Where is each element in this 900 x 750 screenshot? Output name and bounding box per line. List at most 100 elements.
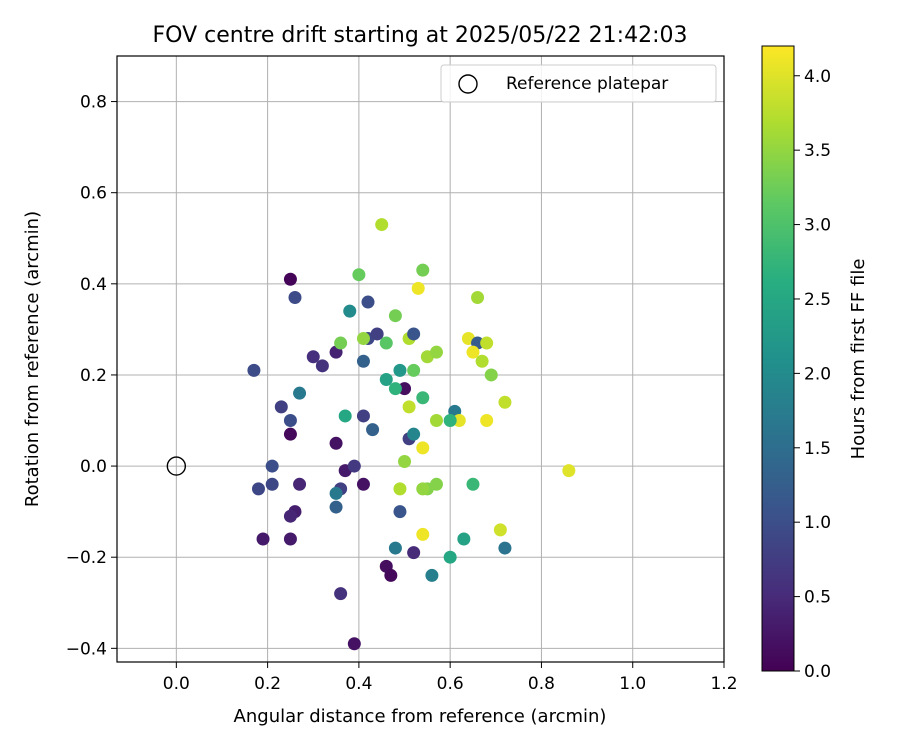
scatter-point [329,486,343,500]
colorbar-tick-label: 1.0 [804,513,831,533]
scatter-point [356,331,370,345]
scatter-point [498,541,512,555]
scatter-point [457,532,471,546]
colorbar-tick-label: 2.5 [804,290,831,310]
scatter-point [283,414,297,428]
scatter-point [288,290,302,304]
scatter-point [475,354,489,368]
scatter-point [379,373,393,387]
scatter-point [356,477,370,491]
scatter-point [452,414,466,428]
scatter-point [398,455,412,469]
scatter-point [480,414,494,428]
legend-box [440,64,717,103]
y-tick-label: 0.0 [80,457,107,477]
scatter-point [429,345,443,359]
scatter-points [247,218,576,651]
legend: Reference platepar [440,64,717,103]
colorbar-tick-label: 0.5 [804,588,831,608]
scatter-point [352,268,366,282]
scatter-point [361,295,375,309]
scatter-point [416,527,430,541]
scatter-point [416,482,430,496]
scatter-point [283,427,297,441]
y-tick-label: −0.2 [66,548,107,568]
scatter-point [329,500,343,514]
scatter-point [388,309,402,323]
scatter-point [334,587,348,601]
scatter-point [265,477,279,491]
colorbar-tick-label: 3.0 [804,216,831,236]
scatter-point [480,336,494,350]
x-tick-label: 1.2 [710,674,737,694]
scatter-point [407,363,421,377]
y-tick-label: 0.4 [80,275,107,295]
colorbar-label: Hours from first FF file [848,259,869,460]
scatter-point [498,395,512,409]
scatter-point [384,568,398,582]
scatter-point [315,359,329,373]
scatter-point [356,354,370,368]
scatter-point [293,477,307,491]
x-tick-label: 0.0 [163,674,190,694]
x-tick-label: 0.6 [437,674,464,694]
scatter-point [398,382,412,396]
scatter-point [416,441,430,455]
scatter-point [466,345,480,359]
scatter-point [343,304,357,318]
scatter-point [247,363,261,377]
colorbar-tick-label: 4.0 [804,67,831,87]
scatter-point [443,550,457,564]
scatter-point [370,327,384,341]
scatter-point [338,409,352,423]
scatter-point [334,336,348,350]
scatter-point [274,400,288,414]
colorbar-tick-label: 2.0 [804,364,831,384]
x-tick-label: 1.0 [619,674,646,694]
y-tick-label: 0.2 [80,366,107,386]
scatter-point [283,509,297,523]
scatter-point [283,272,297,286]
colorbar-ticks: 0.0 0.5 1.0 1.5 2.0 2.5 3.0 3.5 4.0 [794,67,831,682]
x-tick-label: 0.8 [528,674,555,694]
scatter-point [407,327,421,341]
scatter-point [407,427,421,441]
scatter-point [429,477,443,491]
scatter-point [306,350,320,364]
scatter-point [293,386,307,400]
grid-lines [117,56,725,662]
x-axis-label: Angular distance from reference (arcmin) [234,706,607,727]
x-tick-label: 0.2 [254,674,281,694]
scatter-point [388,382,402,396]
scatter-point [366,423,380,437]
y-tick-label: −0.4 [66,639,107,659]
scatter-point [493,523,507,537]
chart-title: FOV centre drift starting at 2025/05/22 … [153,23,688,48]
scatter-point [379,336,393,350]
scatter-point [416,263,430,277]
plot-frame [116,55,725,663]
scatter-point [283,532,297,546]
scatter-point [466,477,480,491]
x-tick-label: 0.4 [345,674,372,694]
x-axis-ticks: 0.0 0.2 0.4 0.6 0.8 1.0 1.2 [163,662,738,694]
y-tick-label: 0.6 [80,184,107,204]
scatter-point [347,459,361,473]
y-tick-label: 0.8 [80,93,107,113]
scatter-point [562,464,576,478]
reference-platepar-marker [166,456,187,476]
scatter-point [329,436,343,450]
scatter-point [256,532,270,546]
scatter-point [356,409,370,423]
scatter-point [393,505,407,519]
scatter-point [347,637,361,651]
scatter-point [484,368,498,382]
scatter-point [443,414,457,428]
scatter-point [416,391,430,405]
scatter-point [411,281,425,295]
legend-marker-icon [458,74,478,94]
scatter-point [393,363,407,377]
y-axis-ticks: −0.4 −0.2 0.0 0.2 0.4 0.6 0.8 [66,93,117,659]
scatter-point [388,541,402,555]
